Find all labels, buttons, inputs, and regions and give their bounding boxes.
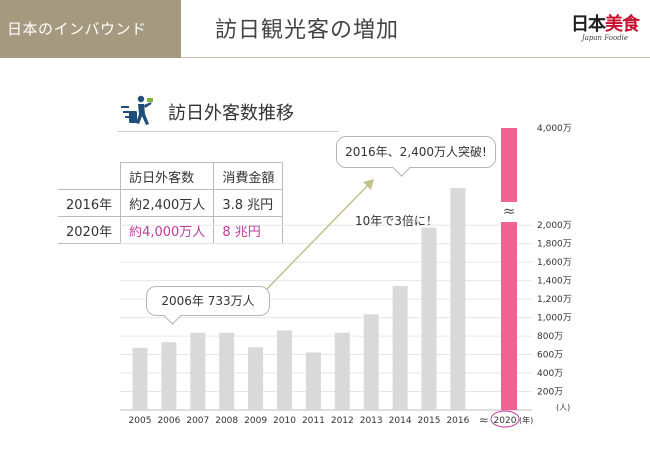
x-tick-label: 2008	[215, 416, 238, 426]
bar	[421, 227, 437, 410]
logo-subtitle: Japan Foodie	[581, 34, 629, 42]
growth-note: 10年で3倍に！	[355, 214, 438, 228]
bar	[132, 347, 148, 410]
header-tag: 日本のインバウンド	[0, 0, 181, 58]
bar-2020-upper	[501, 128, 517, 202]
y-tick-label: 600万	[537, 351, 563, 361]
header-divider	[181, 57, 650, 58]
brand-logo: 日本美食 Japan Foodie	[565, 10, 645, 42]
logo-text-black: 日本	[571, 14, 606, 35]
y-unit-label: (人)	[556, 403, 570, 412]
x-tick-label: 2009	[244, 416, 267, 426]
traveler-icon	[121, 95, 153, 125]
y-tick-label: 4,000万	[537, 124, 572, 134]
table-row-label: 2020年	[58, 216, 122, 244]
bar	[334, 332, 350, 410]
bar	[190, 332, 206, 410]
bar	[305, 352, 321, 410]
stats-table: 訪日外客数 消費金額 2016年 約2,400万人 3.8 兆円 2020年 約…	[58, 162, 284, 244]
table-row: 2020年 約4,000万人 8 兆円	[58, 216, 284, 244]
bar	[219, 332, 235, 410]
bar	[248, 347, 264, 410]
y-tick-label: 1,200万	[537, 295, 572, 305]
x-tick-label: 2006	[157, 416, 180, 426]
x-tick-label: 2016	[446, 416, 469, 426]
highlight-circle	[490, 410, 520, 428]
growth-arrow-line	[261, 182, 371, 295]
x-tick-label: 2005	[129, 416, 152, 426]
x-axis-break-symbol: ≈	[479, 413, 489, 427]
x-tick-label: 2010	[273, 416, 296, 426]
bar	[392, 286, 408, 410]
y-tick-label: 2,000万	[537, 221, 572, 231]
y-tick-label: 1,000万	[537, 314, 572, 324]
logo-text-red: 美食	[605, 14, 640, 35]
bar	[161, 342, 177, 410]
y-tick-label: 1,400万	[537, 277, 572, 287]
y-tick-label: 1,800万	[537, 240, 572, 250]
bar-2020-lower	[501, 222, 517, 410]
section-divider	[118, 131, 338, 132]
table-cell: 8 兆円	[213, 216, 284, 244]
x-tick-label: 2012	[331, 416, 354, 426]
table-header-row: 訪日外客数 消費金額	[58, 162, 284, 190]
x-unit-label: (年)	[519, 415, 533, 425]
y-tick-label: 400万	[537, 369, 563, 379]
table-header: 消費金額	[213, 162, 284, 190]
table-cell: 3.8 兆円	[213, 189, 284, 217]
bar-break-symbol: ≈	[503, 202, 516, 220]
section-title: 訪日外客数推移	[168, 103, 294, 124]
bar	[277, 330, 292, 410]
x-tick-label: 2013	[360, 416, 383, 426]
bar	[450, 187, 466, 410]
y-tick-label: 1,600万	[537, 258, 572, 268]
x-tick-label: 2014	[389, 416, 412, 426]
table-header: 訪日外客数	[120, 162, 215, 190]
page-title: 訪日観光客の増加	[215, 18, 400, 43]
growth-arrow-head	[363, 179, 374, 190]
logo-text: 日本美食	[565, 10, 645, 36]
callout-2016: 2016年、2,400万人突破!	[336, 136, 496, 168]
table-cell: 約4,000万人	[120, 216, 215, 244]
x-tick-label: 2020	[494, 416, 517, 426]
y-tick-label: 800万	[537, 332, 563, 342]
bar	[363, 314, 379, 410]
x-tick-label: 2011	[302, 416, 325, 426]
x-tick-label: 2007	[186, 416, 209, 426]
callout-2006: 2006年 733万人	[146, 286, 270, 316]
y-tick-label: 200万	[537, 388, 563, 398]
x-tick-label: 2015	[418, 416, 441, 426]
